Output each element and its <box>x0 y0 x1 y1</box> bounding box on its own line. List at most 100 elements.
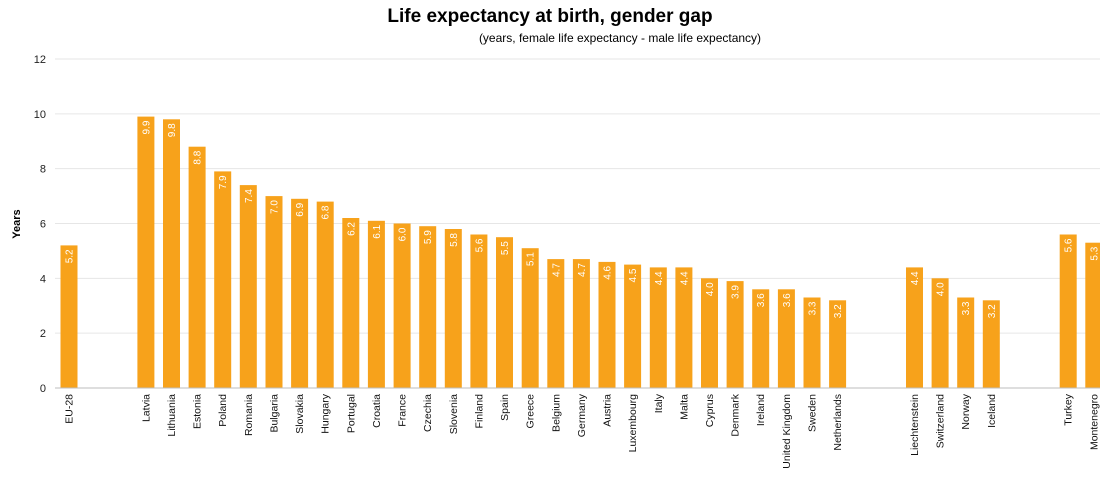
bar-value-label: 5.9 <box>423 230 434 244</box>
category-label: Poland <box>217 394 229 427</box>
bar-value-label: 6.8 <box>321 205 332 219</box>
bar-value-label: 5.2 <box>65 249 76 263</box>
bar-value-label: 4.7 <box>577 263 588 277</box>
category-label: Czechia <box>422 394 434 432</box>
category-label: Switzerland <box>935 394 947 448</box>
bar-value-label: 3.6 <box>782 293 793 307</box>
y-tick-label: 10 <box>34 109 46 121</box>
bar-value-label: 4.0 <box>705 282 716 296</box>
bar <box>239 185 257 388</box>
bar <box>342 218 360 388</box>
bar <box>803 297 821 388</box>
category-label: Belgium <box>550 394 562 432</box>
category-label: Iceland <box>986 394 998 428</box>
bar <box>291 198 309 388</box>
category-label: Spain <box>499 394 511 421</box>
bar-value-label: 8.8 <box>193 150 204 164</box>
bar-value-label: 7.9 <box>218 175 229 189</box>
category-label: Finland <box>473 394 485 429</box>
y-axis-ticks: 0 2 4 6 8 10 12 <box>34 54 46 395</box>
category-label: Germany <box>576 393 588 437</box>
bar <box>675 267 693 388</box>
category-label: Norway <box>960 393 972 429</box>
category-label: Ireland <box>755 394 767 426</box>
category-label: Denmark <box>730 393 742 436</box>
bar-value-label: 3.9 <box>731 285 742 299</box>
bar <box>931 278 949 388</box>
bar-value-label: 5.6 <box>1064 238 1075 252</box>
bar <box>1059 234 1077 388</box>
bar <box>829 300 847 388</box>
category-label: Latvia <box>140 394 152 422</box>
bar-value-label: 4.5 <box>628 268 639 282</box>
bar <box>214 171 232 388</box>
bar-value-label: 4.4 <box>654 271 665 285</box>
bar-value-label: 5.5 <box>500 241 511 255</box>
y-tick-label: 12 <box>34 54 46 66</box>
bar-value-label: 4.6 <box>603 265 614 279</box>
bar-value-label: 5.1 <box>526 252 537 266</box>
y-tick-label: 2 <box>40 328 46 340</box>
y-tick-label: 8 <box>40 164 46 176</box>
chart-title: Life expectancy at birth, gender gap <box>387 6 713 27</box>
bar-value-label: 6.2 <box>346 222 357 236</box>
bar <box>265 196 283 388</box>
bar-value-label: 4.4 <box>679 271 690 285</box>
category-label: Romania <box>243 394 255 436</box>
bar <box>572 259 590 388</box>
category-label: Bulgaria <box>269 394 281 433</box>
bar-value-label: 4.7 <box>551 263 562 277</box>
bar <box>496 237 513 388</box>
bar-value-label: 5.8 <box>449 233 460 247</box>
bar <box>726 281 744 388</box>
bar-value-label: 7.0 <box>270 200 281 214</box>
y-tick-label: 4 <box>40 273 46 285</box>
category-label: United Kingdom <box>781 394 793 469</box>
category-label: Cyprus <box>704 394 716 427</box>
bar <box>419 226 437 388</box>
category-label: Portugal <box>345 394 357 433</box>
category-label: Sweden <box>807 394 819 432</box>
category-label: Italy <box>653 393 665 413</box>
category-label: EU-28 <box>64 394 76 424</box>
bar-value-label: 3.2 <box>987 304 998 318</box>
bars: 5.2 9.9 9.8 8.8 7.9 7.4 7.0 6.9 6.8 6.2 6.1 6.0 5.9 5… <box>60 116 1100 389</box>
category-label: Liechtenstein <box>909 394 921 456</box>
bar <box>367 220 385 388</box>
bar <box>521 248 539 388</box>
category-label: Croatia <box>371 394 383 428</box>
bar <box>957 297 975 388</box>
category-label: Greece <box>525 394 537 429</box>
bar <box>624 264 642 388</box>
bar <box>444 229 462 388</box>
category-label: Slovakia <box>294 394 306 434</box>
bar <box>60 245 78 388</box>
bar <box>163 119 180 389</box>
category-label: Turkey <box>1063 393 1075 425</box>
bar <box>982 300 1000 388</box>
bar <box>701 278 718 388</box>
bar-value-label: 3.2 <box>833 304 844 318</box>
category-label: France <box>397 394 409 427</box>
bar <box>547 259 565 388</box>
category-label: Netherlands <box>832 394 844 451</box>
bar-value-label: 6.9 <box>295 202 306 216</box>
bar <box>470 234 488 388</box>
bar <box>649 267 667 388</box>
bar <box>137 116 155 388</box>
category-label: Estonia <box>192 394 204 429</box>
bar-value-label: 3.6 <box>756 293 767 307</box>
bar-value-label: 6.0 <box>398 227 409 241</box>
chart-subtitle: (years, female life expectancy - male li… <box>478 31 762 45</box>
bar-value-label: 3.3 <box>961 301 972 315</box>
category-label: Austria <box>602 394 614 427</box>
category-label: Slovenia <box>448 394 460 434</box>
bar-value-label: 3.3 <box>808 301 819 315</box>
category-label: Malta <box>678 394 690 420</box>
bar <box>188 146 206 388</box>
bar-value-label: 9.9 <box>141 120 152 134</box>
category-label: Montenegro <box>1088 394 1100 450</box>
y-tick-label: 6 <box>40 219 46 231</box>
bar-value-label: 6.1 <box>372 224 383 238</box>
